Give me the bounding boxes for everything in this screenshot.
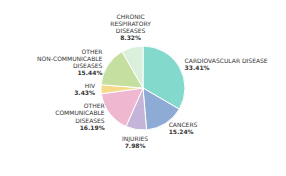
- label: HIV3.43%: [74, 82, 96, 96]
- chart: CARDIOVASCULAR DISEASE33.41% CANCERS15.24…: [0, 0, 286, 176]
- label: CHRONICRESPIRATORYDISEASES8.32%: [110, 13, 151, 42]
- slice-label: CARDIOVASCULAR DISEASE: [185, 57, 268, 64]
- label: INJURIES7.98%: [122, 135, 148, 149]
- labels: CARDIOVASCULAR DISEASE33.41% CANCERS15.24…: [37, 13, 268, 150]
- slice-label: DISEASES: [75, 117, 105, 124]
- label: CARDIOVASCULAR DISEASE33.41%: [185, 57, 268, 71]
- value-label: 3.43%: [74, 89, 95, 96]
- label: CANCERS15.24%: [169, 121, 198, 135]
- value-label: 33.41%: [185, 64, 210, 71]
- slice-label: OTHER: [84, 102, 105, 109]
- label: OTHERCOMMUNICABLEDISEASES16.19%: [55, 102, 105, 131]
- slice-label: OTHER: [82, 48, 103, 55]
- slice-label: NON-COMMUNICABLE: [37, 55, 103, 62]
- label: OTHERNON-COMMUNICABLEDISEASES15.44%: [37, 48, 103, 77]
- slice-label: COMMUNICABLE: [55, 109, 105, 116]
- slice: [101, 88, 143, 126]
- slice-label: DISEASES: [116, 27, 146, 34]
- value-label: 7.98%: [125, 142, 146, 149]
- value-label: 15.44%: [77, 69, 102, 76]
- value-label: 8.32%: [120, 34, 141, 41]
- slice-label: CHRONIC: [117, 13, 145, 20]
- slice-label: CANCERS: [169, 121, 198, 128]
- value-label: 15.24%: [169, 128, 194, 135]
- slice-label: RESPIRATORY: [110, 20, 151, 27]
- slice-label: HIV: [85, 82, 96, 89]
- value-label: 16.19%: [80, 124, 105, 131]
- slice: [122, 46, 143, 88]
- slice-label: DISEASES: [73, 62, 103, 69]
- slices: [101, 46, 185, 130]
